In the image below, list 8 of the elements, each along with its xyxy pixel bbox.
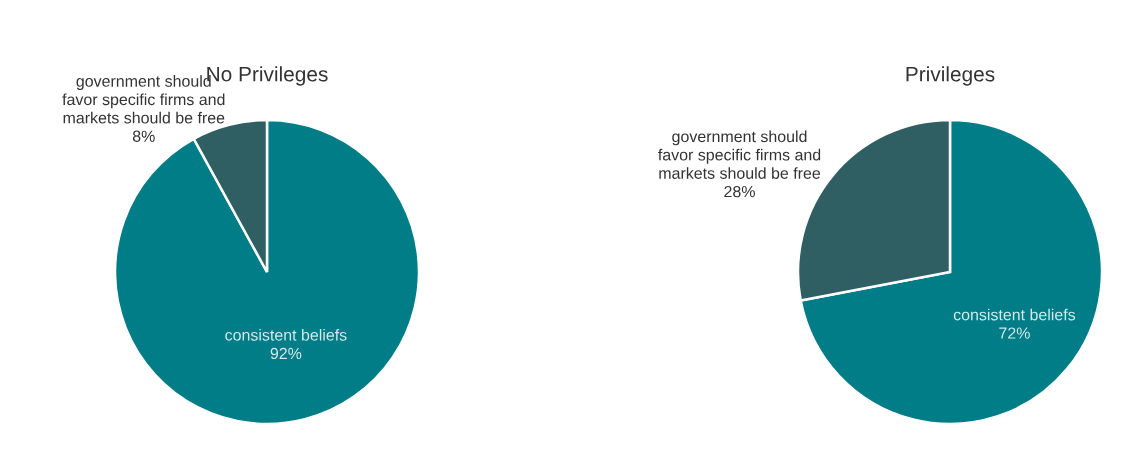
data-label: 8%: [132, 130, 155, 142]
chart-title: Privileges: [906, 66, 995, 86]
data-label: 92%: [270, 347, 302, 360]
slice-label: consistent beliefs: [953, 308, 1076, 321]
slice-label: consistent beliefs: [225, 328, 347, 341]
data-label: 28%: [724, 185, 755, 198]
slice-label: government should favor specific firms and markets should be free: [658, 130, 821, 179]
data-label: 72%: [999, 327, 1030, 339]
